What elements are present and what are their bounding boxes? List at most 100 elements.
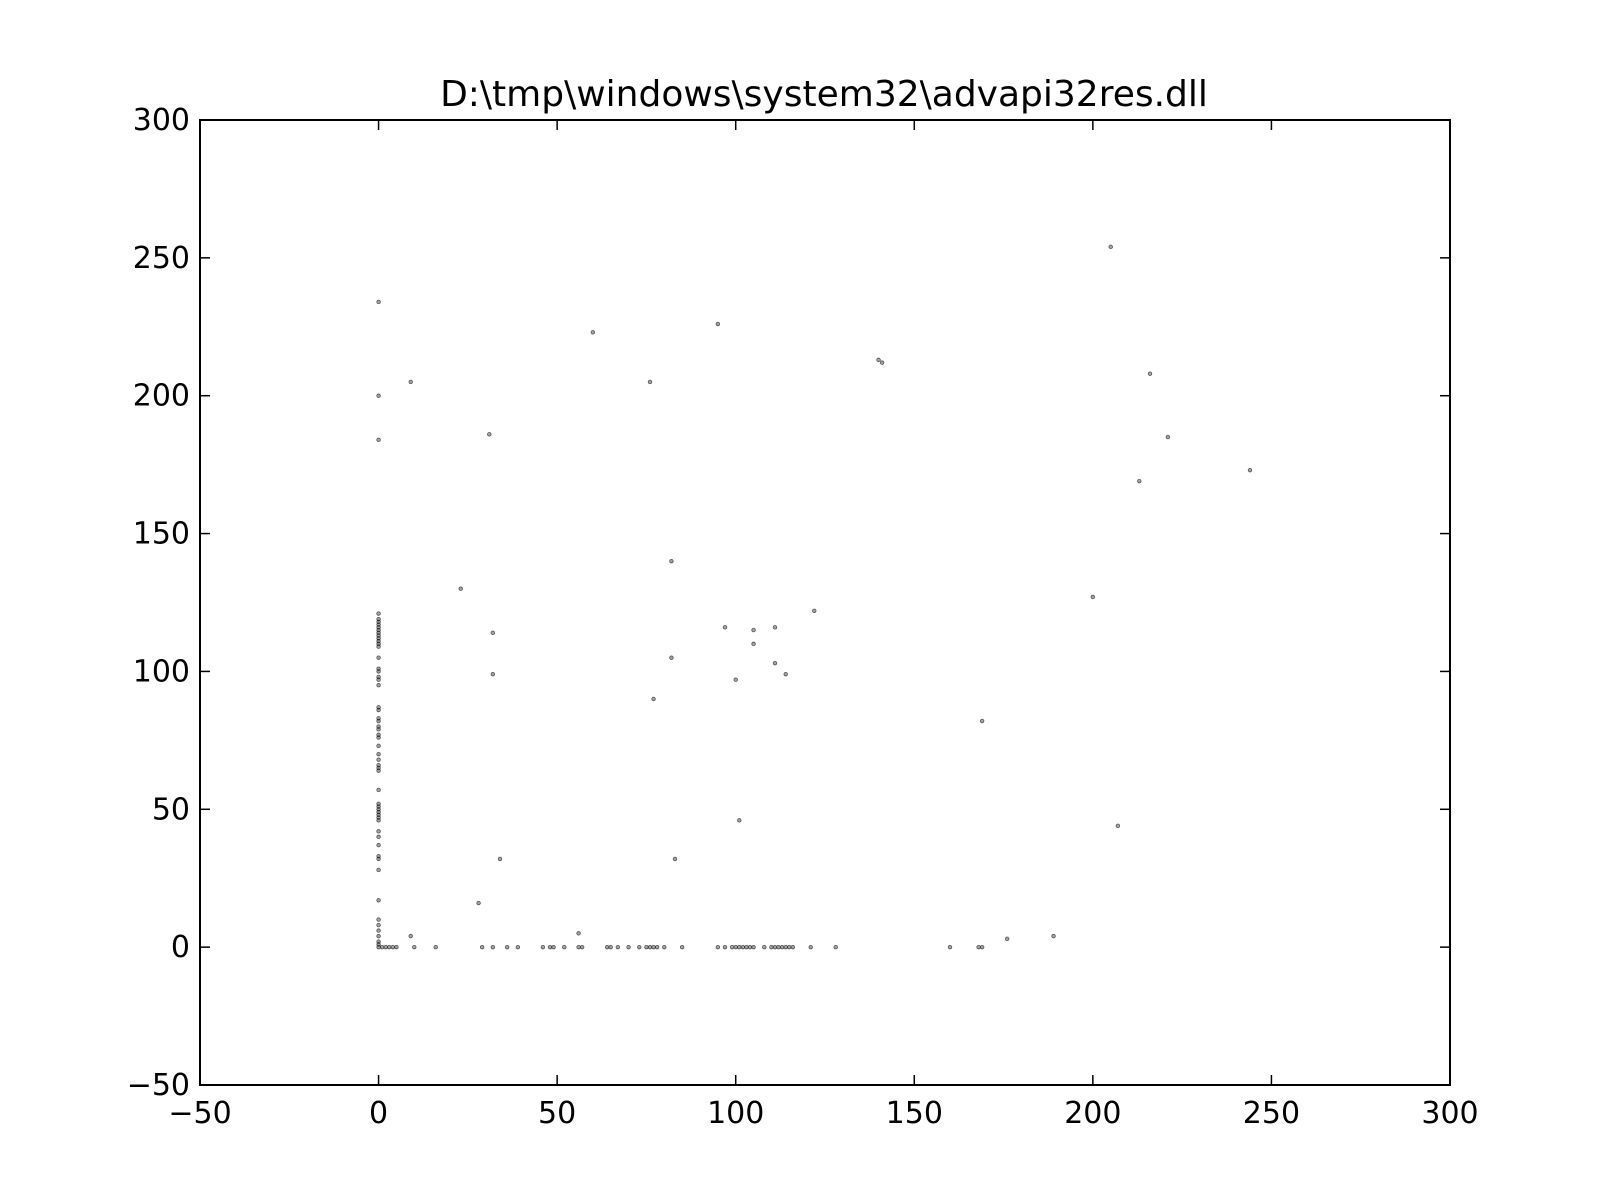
data-point — [458, 586, 463, 591]
data-point — [376, 917, 381, 922]
data-point — [762, 944, 767, 950]
data-point — [783, 944, 788, 950]
data-point — [833, 944, 838, 950]
data-point — [626, 944, 631, 950]
data-point — [879, 360, 885, 365]
data-point — [669, 558, 674, 564]
data-point — [479, 944, 485, 950]
data-point — [408, 933, 413, 939]
data-point — [551, 944, 556, 950]
y-tick-label: 50 — [152, 792, 190, 827]
data-point — [387, 944, 392, 950]
data-point — [769, 944, 774, 950]
data-point — [376, 727, 381, 732]
data-point — [376, 944, 381, 950]
data-point — [737, 944, 742, 950]
data-point — [497, 856, 503, 862]
data-point — [376, 751, 381, 757]
data-point — [490, 944, 496, 950]
data-point — [654, 944, 660, 950]
data-point — [433, 944, 438, 950]
data-point — [376, 743, 381, 749]
data-point — [737, 818, 742, 823]
y-tick-label: −50 — [127, 1068, 190, 1103]
data-point — [876, 357, 881, 363]
data-point — [772, 660, 778, 666]
plot-frame — [199, 119, 1451, 1086]
data-point — [476, 900, 481, 906]
data-point — [376, 669, 381, 674]
data-point — [487, 432, 492, 437]
data-point — [376, 829, 381, 834]
data-point — [740, 944, 746, 950]
data-point — [412, 944, 417, 950]
data-point — [979, 944, 985, 950]
data-point — [376, 437, 381, 443]
data-point — [751, 627, 756, 633]
data-point — [787, 944, 792, 950]
data-point — [644, 944, 649, 950]
data-point — [376, 928, 381, 933]
x-tick-labels: −50 0 50 100 150 200 250 300 — [168, 1096, 1478, 1131]
data-point — [376, 677, 381, 682]
data-point — [812, 608, 817, 613]
data-point — [376, 611, 381, 616]
data-point — [672, 856, 678, 862]
data-point — [540, 944, 546, 950]
data-point — [1165, 434, 1171, 440]
x-tick-label: 250 — [1243, 1096, 1300, 1131]
x-tick-label: 50 — [538, 1096, 576, 1131]
data-point — [376, 299, 381, 305]
data-point — [515, 944, 521, 950]
data-point — [376, 933, 381, 939]
data-point — [576, 944, 581, 950]
chart-title: D:\tmp\windows\system32\advapi32res.dll — [440, 74, 1208, 115]
data-point — [579, 944, 585, 950]
data-point — [772, 944, 778, 950]
data-point — [376, 683, 381, 688]
data-point — [376, 757, 381, 762]
x-tick-label: 0 — [369, 1096, 388, 1131]
data-point — [376, 922, 381, 928]
data-point — [772, 625, 778, 630]
x-tick-label: 100 — [707, 1096, 764, 1131]
data-point — [376, 644, 381, 649]
data-point — [669, 655, 674, 660]
data-point — [562, 944, 567, 950]
data-point — [751, 641, 756, 647]
data-point — [790, 944, 796, 950]
data-point — [376, 818, 381, 823]
data-point — [376, 856, 381, 862]
data-point — [1247, 467, 1253, 473]
x-tick-label: 200 — [1064, 1096, 1121, 1131]
data-point — [747, 944, 753, 950]
data-point — [715, 321, 721, 327]
data-point — [376, 707, 381, 713]
data-point — [504, 944, 510, 950]
data-point — [1051, 933, 1056, 939]
data-point — [390, 944, 396, 950]
data-point — [729, 944, 735, 950]
data-point — [979, 718, 985, 724]
data-point — [376, 768, 381, 773]
data-point — [733, 944, 738, 950]
axis-ticks — [199, 119, 1451, 1086]
data-point — [1090, 594, 1096, 600]
data-point — [783, 671, 788, 677]
data-point — [1004, 936, 1010, 942]
x-tick-label: 300 — [1421, 1096, 1478, 1131]
data-point — [637, 944, 642, 950]
data-point — [608, 944, 613, 950]
data-point — [376, 898, 381, 903]
data-point — [808, 944, 813, 950]
data-point — [376, 718, 381, 724]
data-point — [1147, 371, 1153, 376]
data-point — [947, 944, 953, 950]
y-tick-labels: −50 0 50 100 150 200 250 300 — [127, 103, 190, 1103]
data-point — [651, 944, 656, 950]
y-tick-label: 150 — [133, 517, 190, 552]
data-point — [383, 944, 388, 950]
data-point — [722, 944, 728, 950]
data-point — [408, 379, 413, 385]
